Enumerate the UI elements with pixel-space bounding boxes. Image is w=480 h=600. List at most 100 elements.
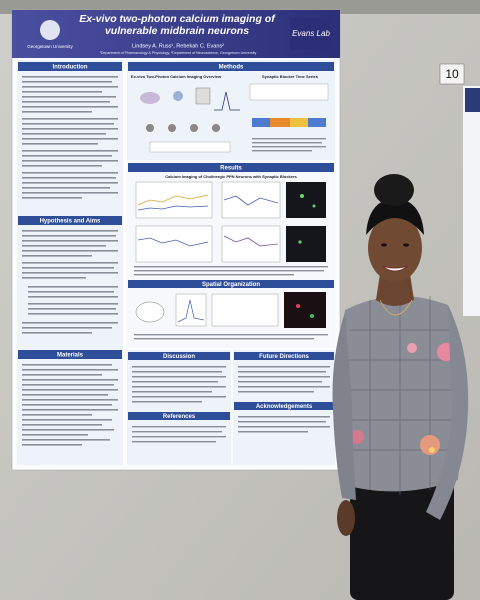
decoration — [214, 91, 240, 111]
blouse-pattern — [343, 292, 462, 495]
text-line — [22, 384, 114, 386]
text-line — [132, 371, 222, 373]
section-title: Discussion — [163, 354, 195, 360]
section-title: Materials — [57, 353, 84, 359]
text-line — [22, 160, 118, 162]
decoration — [298, 240, 302, 244]
institution: Georgetown University — [27, 44, 73, 49]
text-line — [134, 334, 328, 336]
decoration — [221, 225, 281, 263]
text-line — [22, 150, 118, 152]
board-number: 10 — [445, 67, 459, 81]
decoration — [290, 118, 308, 127]
text-line — [238, 386, 330, 388]
left-hand — [337, 500, 355, 536]
section-header — [128, 62, 334, 71]
text-line — [132, 431, 222, 433]
necklace — [379, 299, 413, 316]
text-line — [22, 165, 102, 167]
text-line — [132, 381, 218, 383]
text-line — [132, 366, 226, 368]
text-line — [22, 409, 118, 411]
trousers — [350, 470, 454, 600]
decoration — [296, 304, 300, 308]
text-line — [238, 381, 322, 383]
text-line — [28, 291, 114, 293]
text-line — [22, 332, 92, 334]
text-line — [22, 394, 108, 396]
text-line — [22, 240, 118, 242]
section-header — [18, 216, 122, 225]
decoration — [168, 124, 176, 132]
face — [368, 214, 422, 282]
decoration — [137, 237, 209, 247]
results-figures — [134, 181, 328, 276]
text-line — [22, 155, 112, 157]
text-line — [22, 379, 118, 381]
decoration — [300, 194, 304, 198]
decoration — [286, 182, 326, 218]
text-line — [22, 118, 118, 120]
text-line — [132, 386, 226, 388]
decoration — [223, 235, 279, 247]
text-line — [22, 267, 114, 269]
decoration — [249, 83, 329, 101]
decoration — [270, 118, 290, 127]
text-line — [238, 431, 308, 433]
decoration — [310, 314, 314, 318]
text-line — [28, 308, 116, 310]
text-line — [22, 262, 118, 264]
text-line — [22, 414, 92, 416]
panel-title: Synaptic Blocker Time Series — [262, 74, 319, 79]
decoration — [212, 124, 220, 132]
text-lines — [238, 416, 330, 433]
section-title: Hypothesis and Aims — [40, 219, 101, 225]
section-header — [234, 402, 334, 410]
text-line — [22, 277, 86, 279]
person — [332, 174, 469, 600]
poster-title: Ex-vivo two-photon calcium imaging of vu… — [79, 13, 275, 37]
text-line — [132, 401, 202, 403]
text-line — [22, 187, 110, 189]
university-seal — [40, 20, 60, 40]
decoration — [221, 181, 281, 219]
text-line — [22, 272, 118, 274]
decoration — [137, 205, 209, 211]
section-title: Methods — [219, 65, 244, 71]
text-line — [22, 327, 112, 329]
section-header — [18, 62, 122, 71]
section-title: Results — [220, 166, 242, 172]
poster-header — [12, 10, 340, 58]
text-line — [22, 81, 112, 83]
section-header — [128, 280, 334, 288]
poster: Georgetown University Ex-vivo two-photon… — [11, 9, 341, 471]
spatial-figures — [134, 292, 328, 340]
text-line — [132, 426, 226, 428]
text-line — [22, 434, 88, 436]
section-header — [128, 412, 230, 420]
hair-bun — [374, 174, 414, 206]
decoration — [223, 195, 279, 206]
section-header — [18, 350, 122, 359]
headwrap — [366, 198, 424, 235]
number-tag — [439, 63, 465, 85]
section-title: Spatial Organization — [202, 282, 260, 288]
text-line — [22, 439, 110, 441]
eye — [403, 243, 409, 247]
lab-logo: Evans Lab — [292, 29, 330, 38]
lab-logo-box — [290, 18, 332, 50]
section-title: Future Directions — [259, 354, 309, 360]
text-line — [134, 266, 328, 268]
neck — [376, 274, 414, 306]
right-arm — [426, 305, 469, 520]
decoration — [429, 447, 435, 453]
text-line — [22, 182, 118, 184]
decoration — [308, 118, 326, 127]
text-line — [134, 338, 314, 340]
section-header — [128, 352, 230, 360]
text-line — [22, 143, 98, 145]
decoration — [173, 91, 183, 101]
text-line — [22, 235, 116, 237]
neighbour-header — [465, 88, 480, 112]
